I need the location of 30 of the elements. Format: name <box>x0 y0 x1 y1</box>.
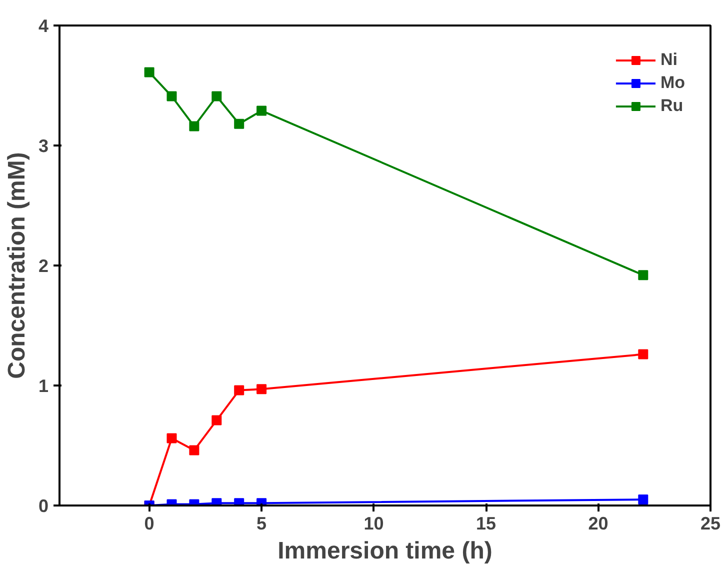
x-tick-label: 20 <box>588 514 608 534</box>
point <box>638 270 648 280</box>
legend-label: Mo <box>660 73 685 93</box>
x-tick-label: 5 <box>256 514 267 534</box>
point <box>212 91 222 102</box>
point <box>638 494 648 504</box>
y-axis-title: Concentration (mM) <box>3 152 30 379</box>
point <box>144 67 154 78</box>
y-tick-label: 4 <box>38 16 49 36</box>
point <box>189 445 200 456</box>
legend-label: Ru <box>660 96 684 116</box>
point <box>212 415 222 426</box>
legend-label: Ni <box>660 50 678 70</box>
point <box>166 91 177 102</box>
point <box>234 385 244 396</box>
point <box>234 118 244 129</box>
y-tick-label: 3 <box>38 136 49 156</box>
y-tick-label: 0 <box>38 496 49 516</box>
x-axis-title: Immersion time (h) <box>278 538 492 564</box>
x-tick-label: 0 <box>144 514 154 534</box>
x-tick-label: 15 <box>476 514 496 534</box>
point <box>166 433 177 444</box>
point <box>638 349 648 360</box>
x-tick-label: 10 <box>364 514 384 534</box>
x-tick-label: 25 <box>700 514 721 534</box>
y-tick-label: 1 <box>38 376 49 396</box>
y-tick-label: 2 <box>38 256 49 276</box>
point <box>256 384 267 394</box>
point <box>189 121 200 132</box>
point <box>256 106 267 116</box>
